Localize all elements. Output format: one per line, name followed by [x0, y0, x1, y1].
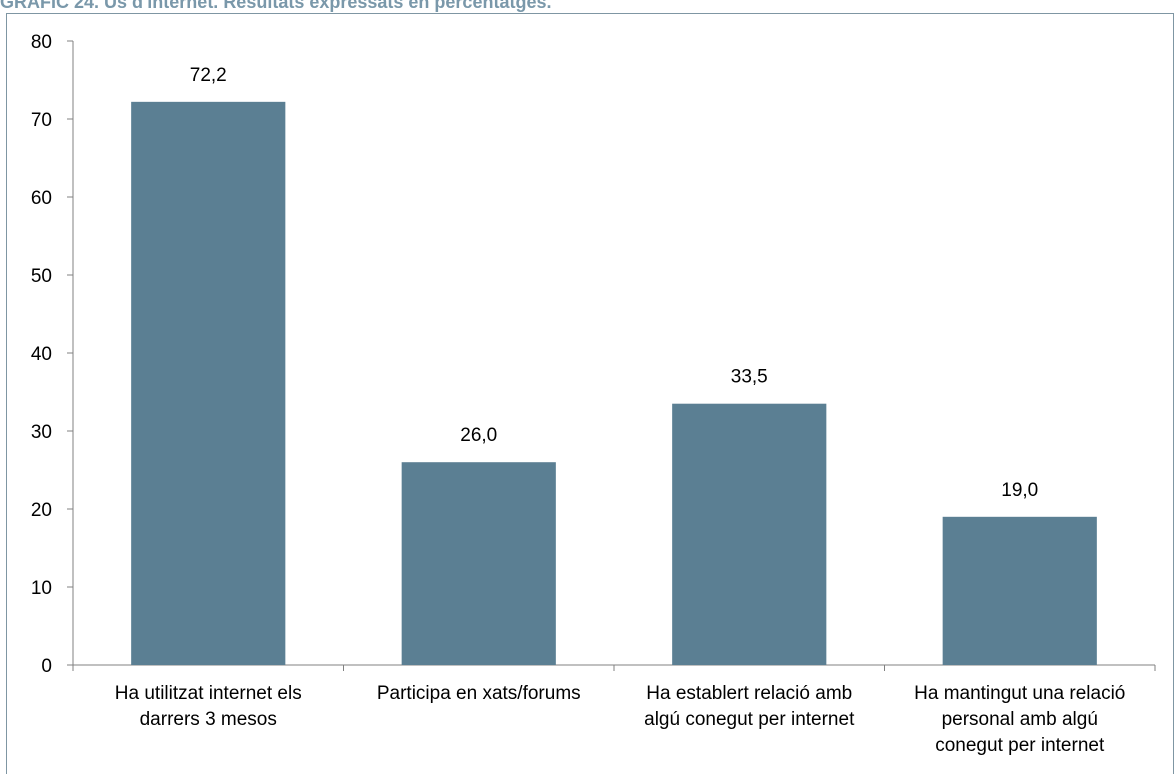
y-tick-label: 60 — [31, 188, 52, 209]
y-tick-label: 40 — [31, 344, 52, 365]
y-tick-label: 80 — [31, 32, 52, 53]
y-tick-label: 0 — [41, 656, 52, 677]
x-category-label: Participa en xats/forums — [377, 683, 581, 704]
x-category-label: algú conegut per internet — [644, 709, 855, 730]
bar — [942, 516, 1097, 665]
y-tick-label: 70 — [31, 110, 52, 131]
x-category-label: Ha utilitzat internet els — [115, 683, 302, 704]
x-category-label: conegut per internet — [935, 735, 1105, 756]
x-category-label: darrers 3 mesos — [140, 709, 277, 730]
y-tick-label: 30 — [31, 422, 52, 443]
bar-value-label: 26,0 — [460, 425, 497, 446]
x-category-label: Ha establert relació amb — [646, 683, 852, 704]
x-category-label: Ha mantingut una relació — [914, 683, 1125, 704]
chart-title: GRÀFIC 24. Ús d'internet. Resultats expr… — [0, 0, 552, 12]
x-category-label: personal amb algú — [942, 709, 1098, 730]
y-tick-label: 50 — [31, 266, 52, 287]
chart-frame — [6, 13, 1174, 774]
y-tick-label: 10 — [31, 578, 52, 599]
y-tick-label: 20 — [31, 500, 52, 521]
bar — [672, 403, 827, 665]
bar — [401, 462, 556, 665]
bar-value-label: 72,2 — [190, 65, 227, 86]
bar-value-label: 33,5 — [731, 367, 768, 388]
bar-value-label: 19,0 — [1001, 480, 1038, 501]
bar — [131, 101, 286, 666]
